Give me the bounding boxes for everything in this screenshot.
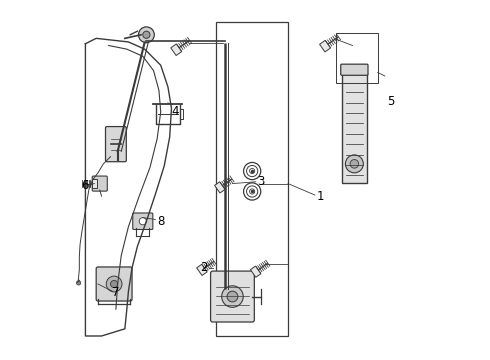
Bar — [337, 33, 378, 83]
Circle shape — [111, 280, 118, 288]
Polygon shape — [196, 264, 207, 275]
Text: 5: 5 — [387, 95, 394, 108]
Circle shape — [139, 218, 147, 225]
Circle shape — [227, 291, 238, 302]
Circle shape — [221, 286, 243, 307]
Circle shape — [76, 281, 81, 285]
Text: 1: 1 — [317, 190, 324, 203]
Text: 4: 4 — [172, 105, 179, 118]
Circle shape — [350, 159, 359, 168]
Polygon shape — [92, 179, 97, 188]
Text: 3: 3 — [258, 175, 265, 188]
Circle shape — [139, 27, 154, 42]
FancyBboxPatch shape — [341, 64, 368, 75]
FancyBboxPatch shape — [211, 271, 254, 322]
Text: 8: 8 — [157, 215, 165, 228]
Text: 6: 6 — [81, 179, 89, 192]
Polygon shape — [319, 40, 331, 52]
Bar — [216, 22, 288, 336]
FancyBboxPatch shape — [92, 176, 107, 191]
Text: 7: 7 — [112, 287, 120, 300]
Circle shape — [106, 276, 122, 292]
FancyBboxPatch shape — [105, 127, 126, 162]
Polygon shape — [250, 266, 261, 277]
Polygon shape — [171, 44, 182, 55]
Polygon shape — [215, 182, 225, 193]
FancyBboxPatch shape — [96, 267, 132, 301]
Circle shape — [345, 155, 364, 173]
Circle shape — [143, 31, 150, 39]
FancyBboxPatch shape — [342, 73, 367, 183]
FancyBboxPatch shape — [133, 213, 153, 229]
Text: 2: 2 — [200, 261, 207, 274]
